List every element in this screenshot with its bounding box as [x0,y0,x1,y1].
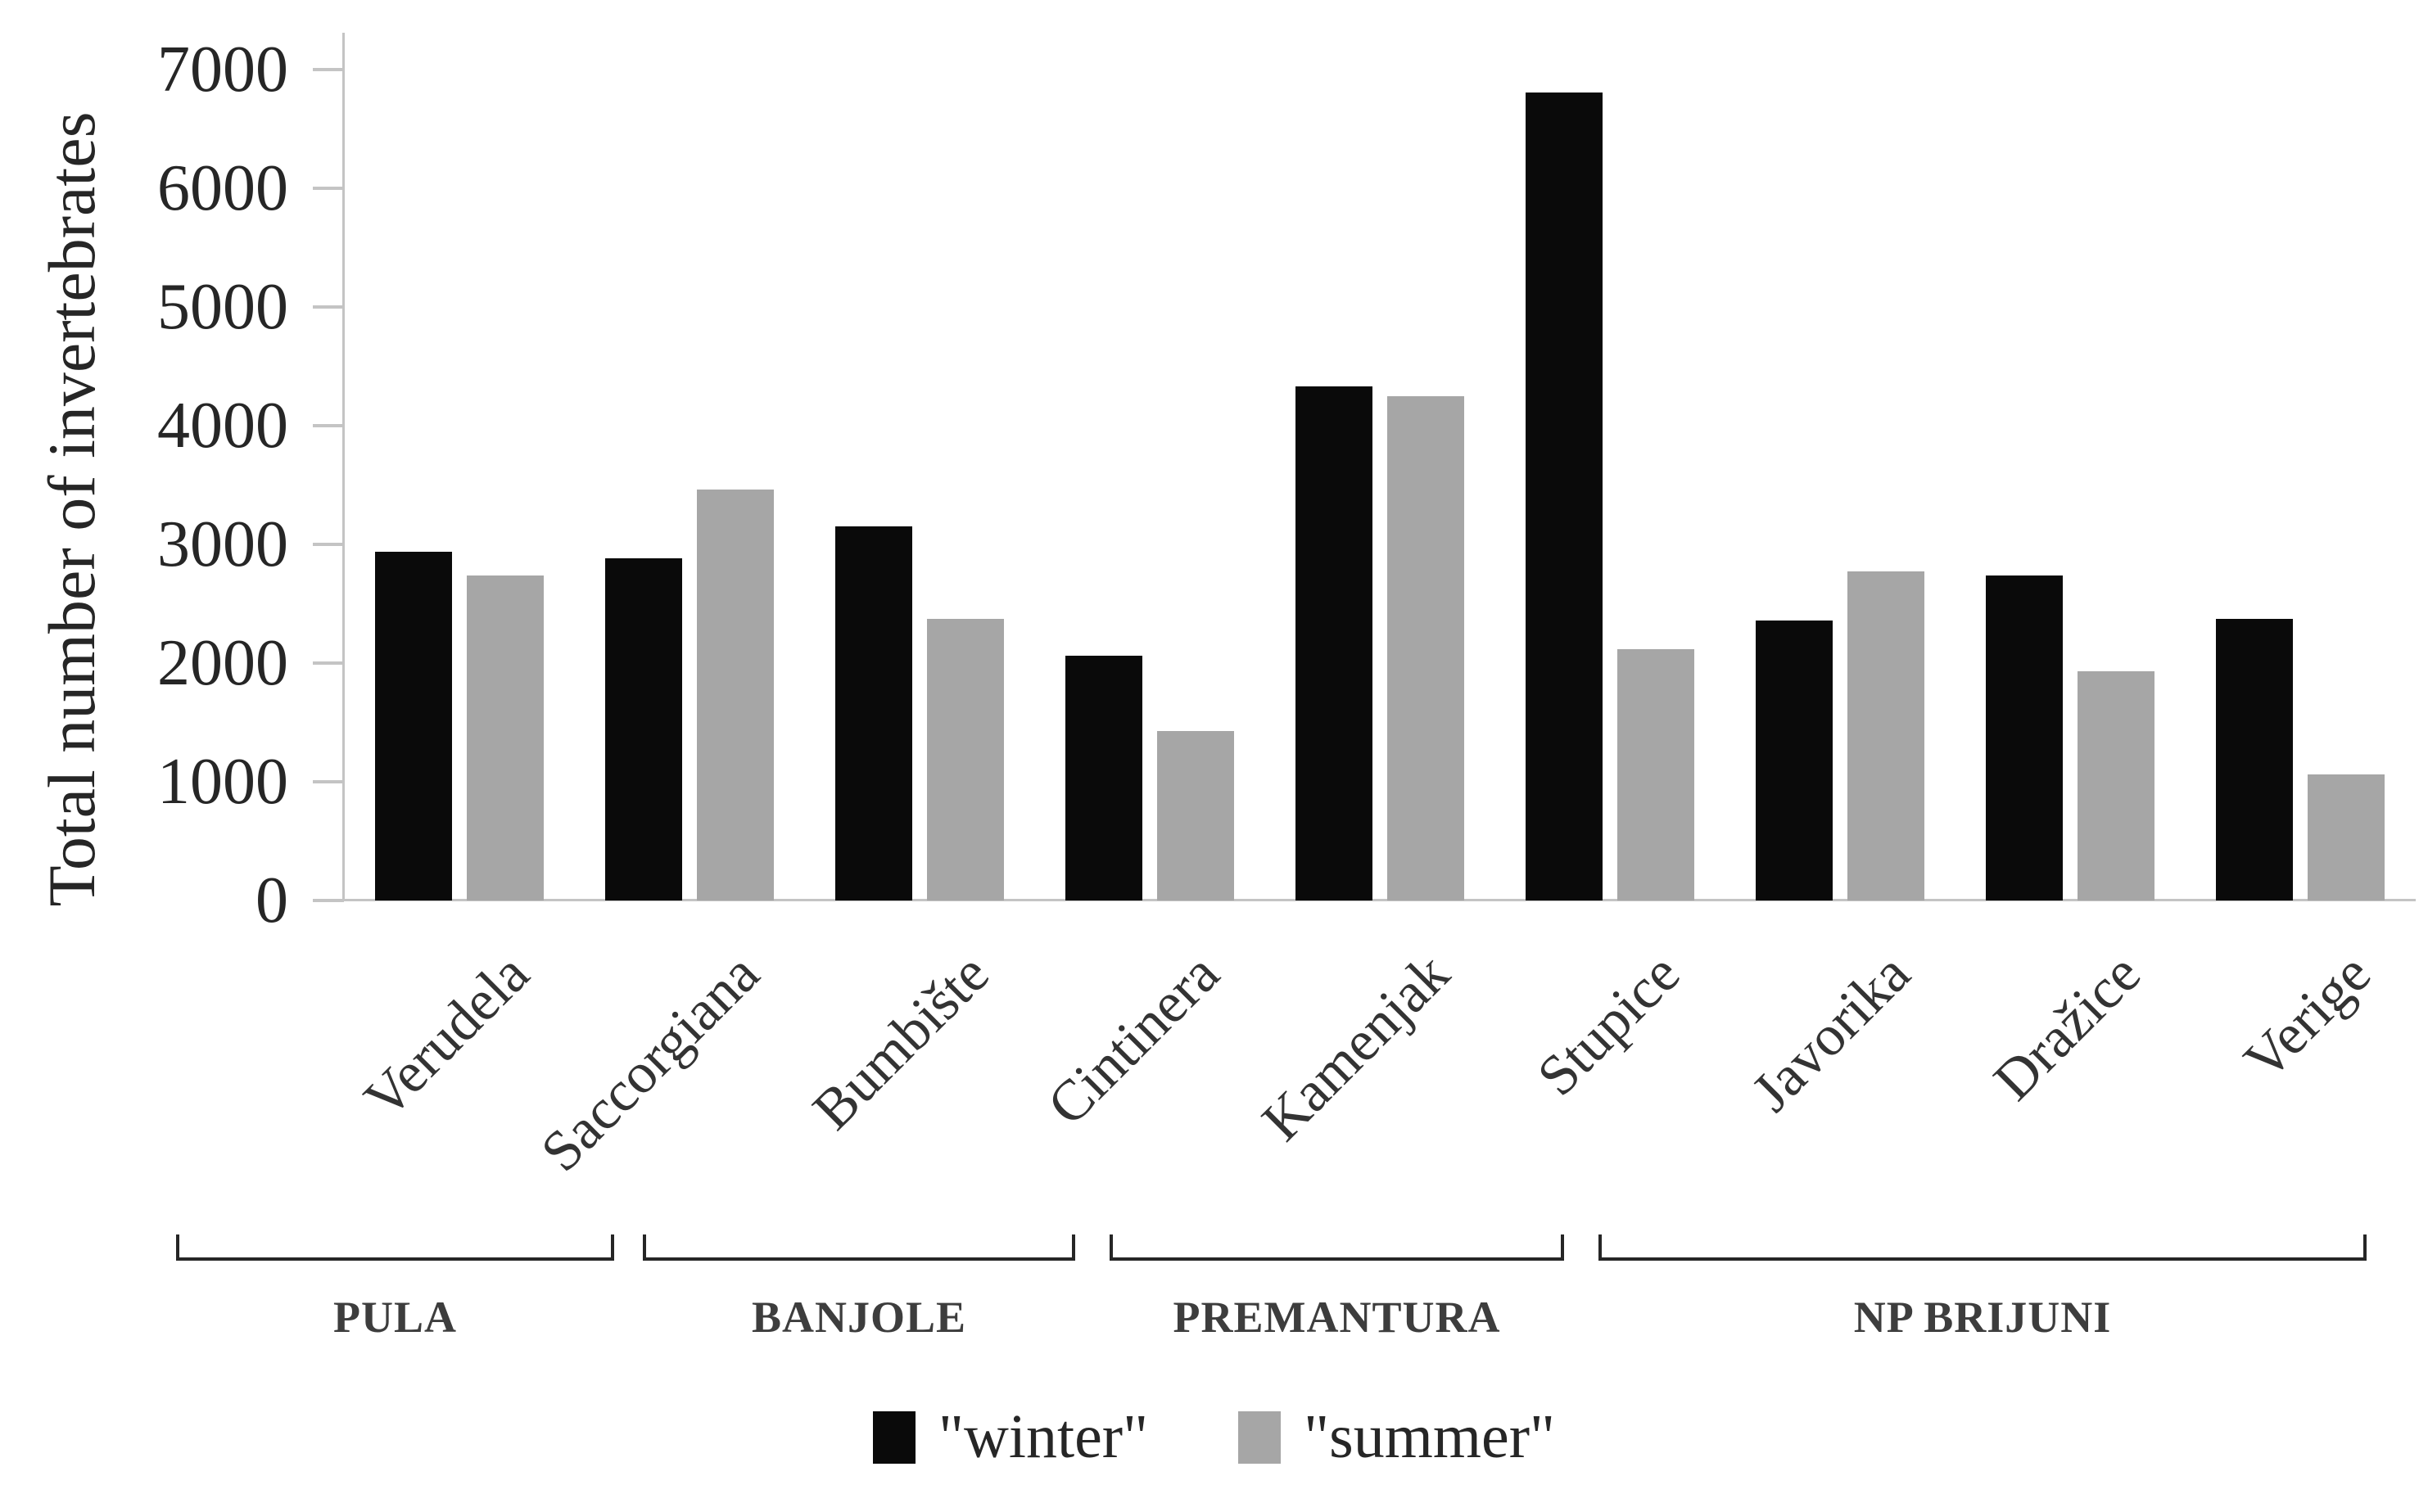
legend-swatch--winter- [872,1410,916,1464]
y-tick-label-7000: 7000 [157,34,288,106]
bar-group-kamenjak [1264,70,1494,900]
bar-group-stupice [1495,70,1725,900]
bar-group-saccorgiana [574,70,804,900]
bar--winter--dra-ice [1986,575,2064,900]
bar--summer--kamenjak [1386,396,1464,900]
bar-group-bumbi-te [804,70,1034,900]
bar--winter--stupice [1526,93,1603,900]
bar--summer--stupice [1617,649,1695,900]
bar--summer--cintinera [1156,731,1234,900]
bar-group-verige [2186,70,2416,900]
bar-group-cintinera [1034,70,1264,900]
bar--winter--bumbi-te [834,526,912,900]
bracket-pula [176,1234,614,1261]
bracket-premantura [1110,1234,1564,1261]
y-tick-mark-7000 [313,68,344,71]
bar--winter--verige [2216,619,2294,900]
bars-container [344,70,2416,900]
bar--winter--javorika [1756,621,1833,900]
bar-group-dra-ice [1956,70,2186,900]
y-tick-label-4000: 4000 [157,390,288,462]
y-tick-label-5000: 5000 [157,271,288,343]
y-tick-mark-3000 [313,543,344,546]
legend-label--summer-: "summer" [1304,1402,1556,1471]
bar--summer--verudela [466,575,544,900]
y-tick-label-6000: 6000 [157,152,288,224]
bar--summer--saccorgiana [696,490,774,900]
y-tick-label-2000: 2000 [157,627,288,699]
y-tick-mark-4000 [313,424,344,427]
legend: "winter" "summer" [0,1401,2428,1473]
region-label-pula: PULA [333,1293,457,1342]
bar--winter--saccorgiana [604,558,682,900]
legend-swatch--summer- [1238,1410,1282,1464]
y-axis-line [342,33,345,900]
bar--winter--verudela [374,552,452,900]
bar-group-javorika [1725,70,1956,900]
region-label-np-brijuni: NP BRIJUNI [1853,1293,2112,1342]
legend-item--winter-: "winter" [872,1401,1149,1473]
bracket-banjole [643,1234,1075,1261]
region-label-premantura: PREMANTURA [1173,1293,1501,1342]
y-tick-mark-0 [313,899,344,902]
y-tick-mark-1000 [313,780,344,783]
y-tick-label-3000: 3000 [157,508,288,580]
legend-label--winter-: "winter" [938,1402,1149,1471]
bar--summer--javorika [1847,571,1925,900]
y-tick-label-1000: 1000 [157,746,288,818]
y-tick-label-0: 0 [255,864,288,937]
bar--summer--verige [2308,774,2385,900]
legend-item--summer-: "summer" [1238,1401,1555,1473]
bar--summer--dra-ice [2078,671,2155,900]
bracket-np-brijuni [1598,1234,2367,1261]
bar--winter--kamenjak [1295,386,1372,900]
y-tick-mark-5000 [313,305,344,309]
bar--summer--bumbi-te [926,619,1004,900]
y-tick-mark-6000 [313,187,344,190]
y-tick-mark-2000 [313,661,344,665]
region-label-banjole: BANJOLE [751,1293,967,1342]
bar--winter--cintinera [1065,656,1142,900]
bar-group-verudela [344,70,574,900]
